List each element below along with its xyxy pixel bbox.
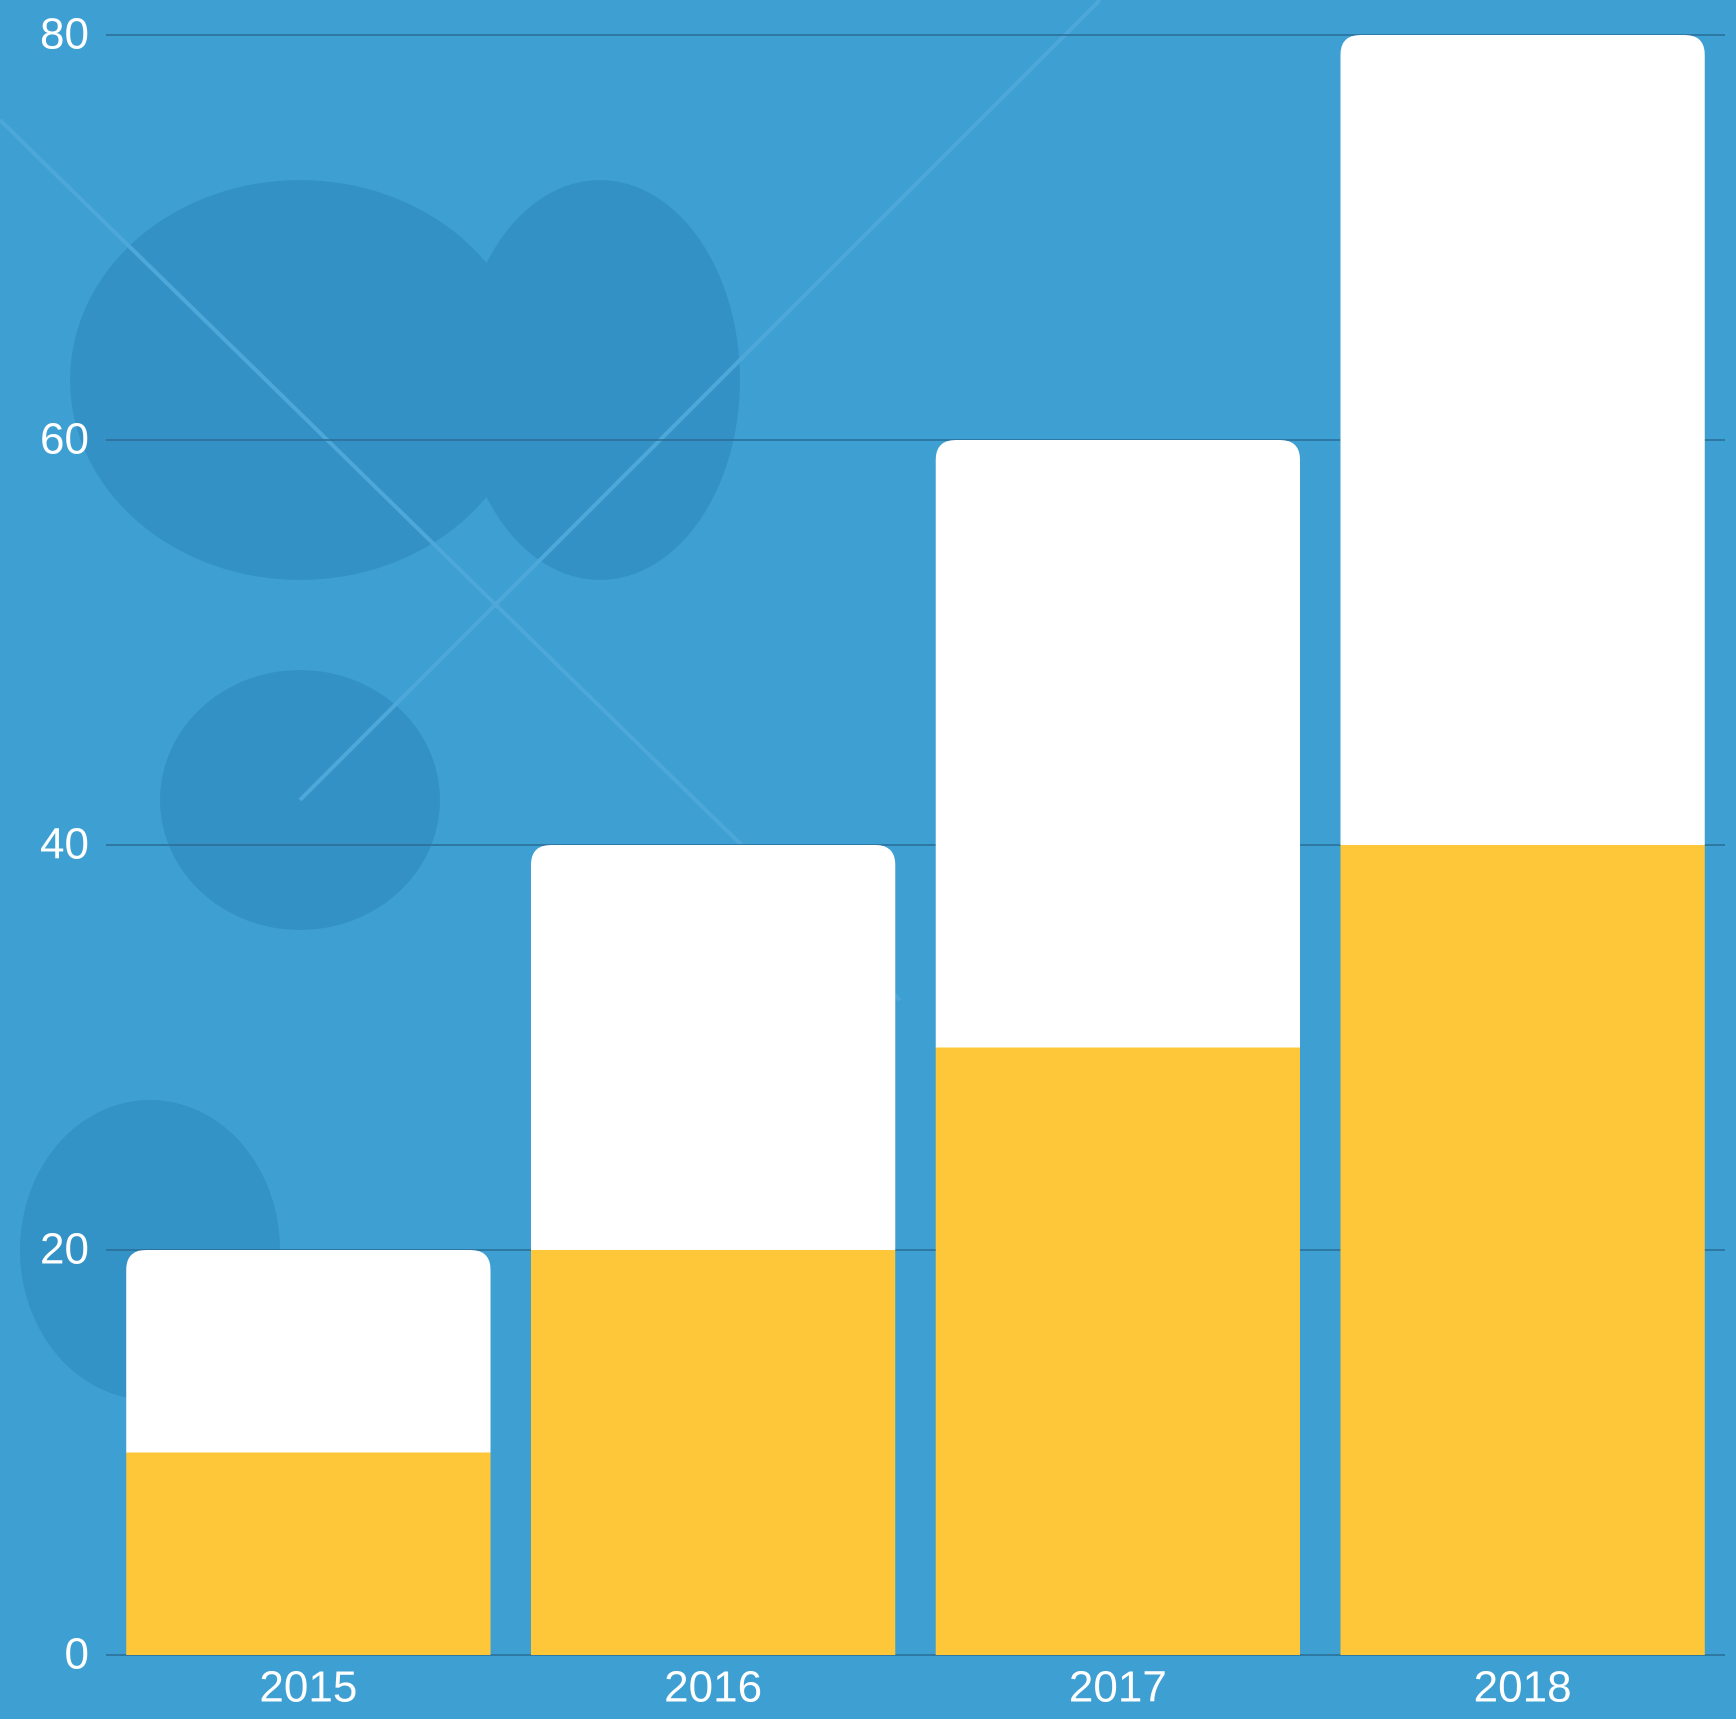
bar-segment <box>1340 845 1704 1655</box>
y-tick-label: 40 <box>40 820 89 869</box>
x-tick-label: 2018 <box>1474 1663 1572 1712</box>
y-tick-label: 60 <box>40 415 89 464</box>
bar-segment <box>1340 35 1704 845</box>
bar-segment <box>126 1453 490 1656</box>
x-tick-label: 2015 <box>259 1663 357 1712</box>
bar-segment <box>936 1048 1300 1656</box>
bar-segment <box>126 1250 490 1453</box>
bar-segment <box>936 440 1300 1048</box>
chart: 0 20 40 60 80 2015 2016 2017 2018 <box>0 0 1736 1719</box>
y-tick-label: 20 <box>40 1225 89 1274</box>
y-tick-label: 80 <box>40 10 89 59</box>
x-tick-label: 2017 <box>1069 1663 1167 1712</box>
bar-segment <box>531 845 895 1250</box>
bar-segment <box>531 1250 895 1655</box>
x-tick-label: 2016 <box>664 1663 762 1712</box>
page: {"chart_data": {"type": "stacked-bar", "… <box>0 0 1736 1719</box>
y-tick-label: 0 <box>65 1630 89 1679</box>
